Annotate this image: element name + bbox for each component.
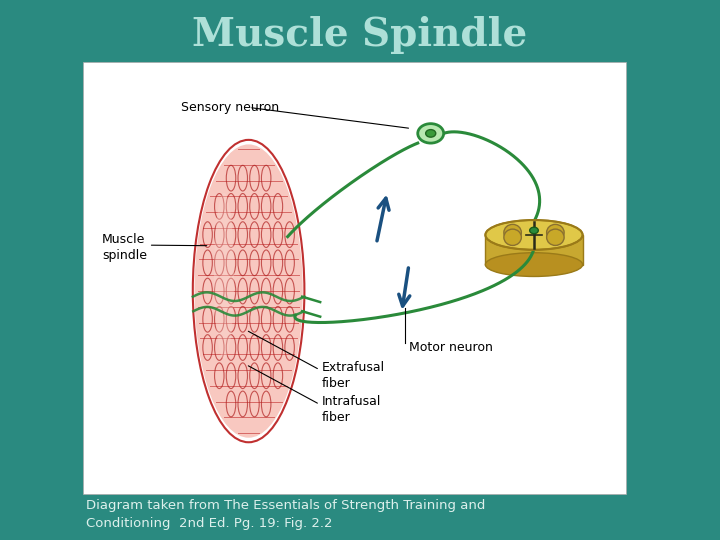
Text: Sensory neuron: Sensory neuron [181, 101, 279, 114]
Ellipse shape [194, 144, 302, 438]
FancyBboxPatch shape [83, 62, 626, 494]
Ellipse shape [226, 231, 271, 352]
Ellipse shape [199, 155, 299, 427]
Ellipse shape [504, 224, 521, 241]
Ellipse shape [211, 188, 287, 394]
Ellipse shape [485, 253, 582, 276]
Text: Muscle
spindle: Muscle spindle [102, 233, 147, 262]
Text: Diagram taken from The Essentials of Strength Training and
Conditioning  2nd Ed.: Diagram taken from The Essentials of Str… [86, 498, 486, 530]
Circle shape [418, 124, 444, 143]
Text: Motor neuron: Motor neuron [409, 341, 492, 354]
Ellipse shape [218, 208, 279, 374]
Text: Intrafusal
fiber: Intrafusal fiber [322, 395, 382, 424]
Ellipse shape [204, 170, 293, 412]
Ellipse shape [546, 229, 564, 246]
Text: Muscle Spindle: Muscle Spindle [192, 16, 528, 54]
Ellipse shape [485, 220, 582, 250]
Circle shape [426, 130, 436, 137]
Polygon shape [485, 235, 582, 265]
Ellipse shape [504, 229, 521, 246]
Ellipse shape [546, 224, 564, 241]
Ellipse shape [214, 193, 234, 359]
Circle shape [530, 227, 539, 234]
Text: Extrafusal
fiber: Extrafusal fiber [322, 361, 385, 390]
